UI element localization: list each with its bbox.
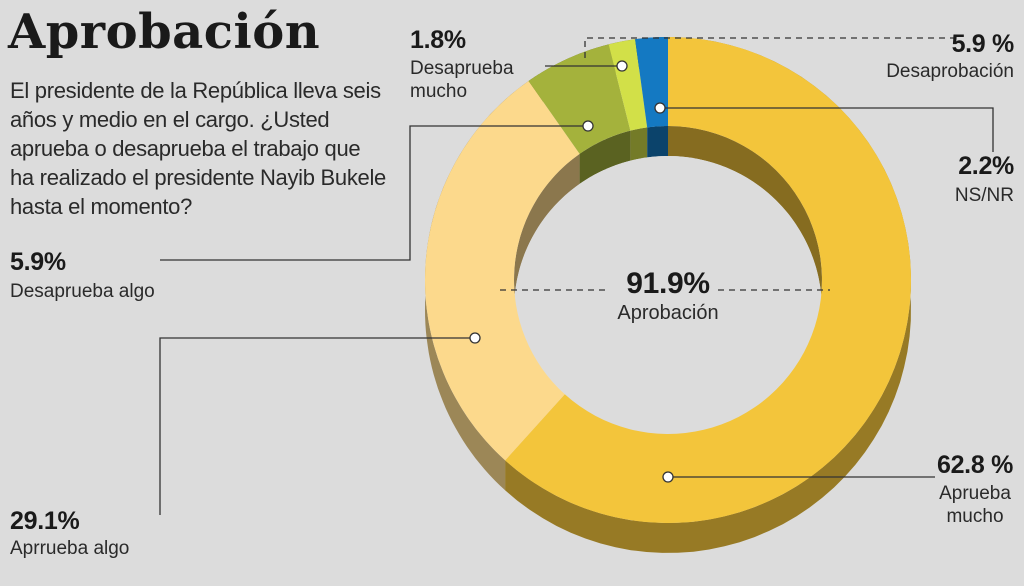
desaprueba-mucho-value: 1.8% (410, 26, 466, 54)
desaprueba-mucho-label-2: mucho (410, 81, 468, 102)
slice-desaprueba-mucho-inner-wall (630, 127, 648, 161)
desaprobacion-value: 5.9 % (951, 30, 1015, 58)
leader-dots (469, 60, 674, 483)
ns-nr-value: 2.2% (958, 152, 1014, 180)
page-title: Aprobación (8, 4, 321, 60)
aprueba-mucho-label-1: Aprueba (939, 483, 1011, 504)
desaprobacion-label: Desaprobación (886, 61, 1014, 82)
slice-desaprueba-algo (528, 44, 631, 154)
slice-ns-nr-inner-wall (647, 126, 668, 158)
slice-aprueba-mucho (505, 37, 912, 524)
leader-desaprueba-algo (160, 125, 588, 261)
desaprueba-mucho-label-1: Desaprueba (410, 58, 514, 79)
dot-aprueba-mucho (662, 471, 674, 483)
leader-aprueba-algo (159, 337, 475, 515)
desaprueba-algo-value: 5.9% (10, 248, 66, 276)
survey-question: El presidente de la República lleva seis… (10, 78, 386, 219)
center-value: 91.9% (626, 267, 710, 300)
dot-desaprueba-algo (582, 120, 594, 132)
aprueba-mucho-label-2: mucho (946, 506, 1004, 527)
slice-aprueba-algo (424, 80, 580, 461)
desaprueba-algo-label: Desaprueba algo (10, 281, 155, 302)
slice-aprueba-mucho-side (505, 37, 911, 553)
center-label: Aprobación (617, 302, 719, 324)
hole-floor (514, 156, 822, 464)
slice-desaprueba-algo-inner-wall (579, 130, 631, 184)
leader-ns-nr (660, 107, 994, 152)
donut-hole (514, 126, 822, 464)
aprueba-mucho-value: 62.8 % (936, 451, 1014, 479)
dot-ns-nr (654, 102, 666, 114)
ns-nr-label: NS/NR (954, 185, 1014, 206)
aprueba-algo-label: Aprrueba algo (10, 538, 130, 559)
dot-desaprueba-mucho (616, 60, 628, 72)
leader-lines (159, 37, 994, 515)
dot-aprueba-algo (469, 332, 481, 344)
leader-desaprobacion (584, 37, 960, 58)
aprueba-algo-value: 29.1% (10, 507, 80, 535)
